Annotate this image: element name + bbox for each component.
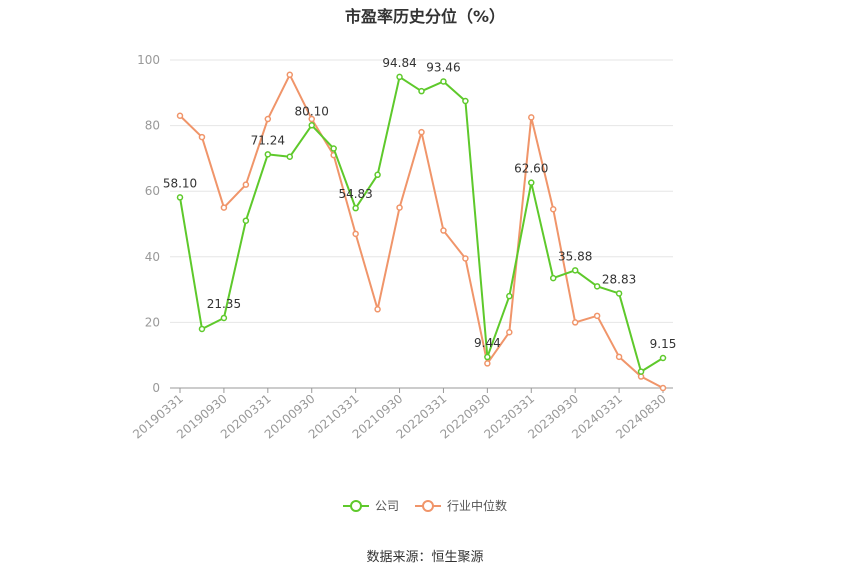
series-point-0 xyxy=(374,171,381,179)
series-point-0 xyxy=(440,78,447,85)
data-label: 80.10 xyxy=(295,104,329,118)
data-label: 28.83 xyxy=(602,272,636,286)
legend-item-industry-median[interactable]: 行业中位数 xyxy=(415,497,507,514)
series-line-1 xyxy=(179,73,664,389)
series-point-0 xyxy=(593,283,601,290)
series-point-1 xyxy=(308,115,315,123)
series-point-1 xyxy=(374,306,381,313)
series-point-0 xyxy=(506,292,513,300)
series-point-0 xyxy=(176,194,184,201)
series-point-1 xyxy=(264,115,272,123)
series-point-0 xyxy=(286,153,294,161)
series-point-0 xyxy=(549,274,557,282)
series-point-0 xyxy=(198,325,206,333)
y-tick-label: 100 xyxy=(137,53,160,67)
series-point-1 xyxy=(506,328,513,336)
series-point-0 xyxy=(418,87,425,95)
source-note: 数据来源：恒生聚源 xyxy=(366,550,484,565)
data-label: 71.24 xyxy=(251,133,285,147)
legend-label-company: 公司 xyxy=(374,499,399,513)
series-point-0 xyxy=(220,314,228,322)
series-point-1 xyxy=(220,204,228,211)
series-point-1 xyxy=(615,353,623,361)
data-label: 94.84 xyxy=(382,56,416,70)
series-point-1 xyxy=(286,71,294,79)
series-point-1 xyxy=(528,114,535,121)
axes: 0204060801002019033120190930202003312020… xyxy=(130,53,673,442)
series-point-1 xyxy=(352,230,359,238)
y-tick-label: 40 xyxy=(145,250,160,264)
series-point-0 xyxy=(484,353,491,361)
series-point-0 xyxy=(462,97,469,105)
y-tick-label: 20 xyxy=(145,315,160,329)
series-point-0 xyxy=(330,145,337,152)
data-labels: 58.10 21.35 71.24 80.10 54.83 94.84 93.46 9.44 6… xyxy=(163,56,677,351)
series-point-0 xyxy=(637,368,645,375)
legend-swatch-industry-median xyxy=(415,499,441,513)
series-point-1 xyxy=(659,384,667,392)
legend-item-company[interactable]: 公司 xyxy=(342,497,399,514)
y-tick-label: 80 xyxy=(145,119,160,133)
series-point-0 xyxy=(264,151,272,158)
legend-label-industry-median: 行业中位数 xyxy=(447,499,508,513)
chart-title: 市盈率历史分位（%） xyxy=(344,7,506,26)
y-tick-label: 60 xyxy=(145,184,160,198)
data-label: 9.44 xyxy=(474,336,501,350)
series-point-1 xyxy=(176,112,184,120)
data-label: 54.83 xyxy=(338,187,372,201)
series-point-1 xyxy=(396,204,403,211)
legend-swatch-company xyxy=(342,499,369,513)
series-point-1 xyxy=(198,133,206,141)
grid-lines xyxy=(170,59,673,323)
series-point-1 xyxy=(440,227,447,234)
series-point-0 xyxy=(352,204,359,212)
series-point-0 xyxy=(396,73,403,81)
series-point-0 xyxy=(528,179,535,186)
series-point-0 xyxy=(242,217,250,224)
data-label: 35.88 xyxy=(558,249,592,263)
series-point-1 xyxy=(418,128,425,136)
series-point-1 xyxy=(571,319,579,326)
series-point-1 xyxy=(593,312,601,320)
data-label: 62.60 xyxy=(514,162,548,176)
y-tick-label: 0 xyxy=(152,381,160,395)
series-point-0 xyxy=(659,354,667,362)
data-label: 93.46 xyxy=(426,60,460,74)
series-point-1 xyxy=(462,255,469,262)
data-label: 21.35 xyxy=(207,297,241,311)
legend: 公司 行业中位数 xyxy=(0,497,850,514)
series-point-0 xyxy=(615,290,623,297)
data-label: 9.15 xyxy=(650,337,677,351)
series-point-1 xyxy=(484,360,491,367)
series-point-1 xyxy=(549,205,557,213)
series-point-1 xyxy=(242,181,250,188)
series-point-0 xyxy=(308,122,315,129)
data-label: 58.10 xyxy=(163,176,197,190)
series-line-0 xyxy=(179,75,664,373)
series xyxy=(176,71,667,392)
series-point-0 xyxy=(571,267,579,274)
